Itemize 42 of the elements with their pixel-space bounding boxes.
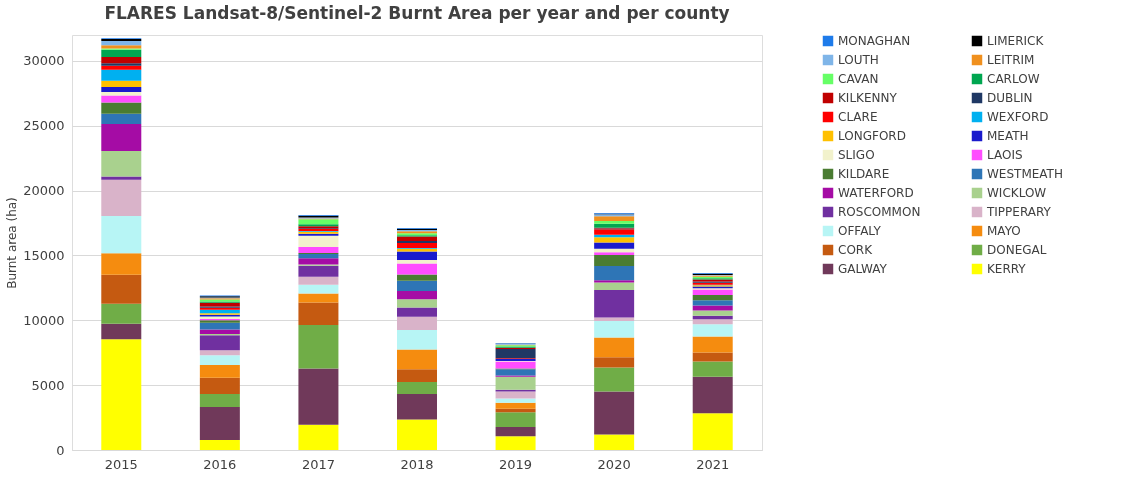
legend-label: GALWAY [838, 262, 888, 276]
legend-label: KERRY [987, 262, 1027, 276]
y-tick-label: 25000 [23, 118, 65, 134]
x-tick-label: 2018 [400, 456, 434, 472]
legend-label: CLARE [838, 110, 878, 124]
legend-label: LAOIS [987, 148, 1023, 162]
x-tick-label: 2019 [499, 456, 533, 472]
legend-label: LOUTH [838, 53, 879, 67]
legend-label: WEXFORD [987, 110, 1049, 124]
legend-label: LONGFORD [838, 129, 906, 143]
y-axis-title: Burnt area (ha) [5, 197, 20, 289]
x-tick-label: 2015 [104, 456, 138, 472]
legend-label: CORK [838, 243, 874, 257]
legend-label: LEITRIM [987, 53, 1035, 67]
legend-label: MONAGHAN [838, 34, 911, 48]
x-tick-label: 2016 [203, 456, 237, 472]
legend-label: LIMERICK [987, 34, 1045, 48]
x-tick-label: 2020 [597, 456, 631, 472]
legend-label: WESTMEATH [987, 167, 1063, 181]
y-tick-label: 15000 [23, 247, 65, 263]
y-tick-label: 20000 [23, 183, 65, 199]
legend-label: CARLOW [987, 72, 1040, 86]
legend-label: DONEGAL [987, 243, 1047, 257]
legend-label: DUBLIN [987, 91, 1033, 105]
legend-label: ROSCOMMON [838, 205, 921, 219]
legend-label: MAYO [987, 224, 1021, 238]
y-tick-label: 10000 [23, 312, 65, 328]
chart-title: FLARES Landsat-8/Sentinel-2 Burnt Area per year and per county [104, 3, 730, 23]
legend-label: OFFALY [838, 224, 882, 238]
legend-label: KILDARE [838, 167, 890, 181]
legend-label: WATERFORD [838, 186, 914, 200]
legend-label: WICKLOW [987, 186, 1047, 200]
legend-label: SLIGO [838, 148, 875, 162]
y-tick-label: 0 [56, 442, 65, 458]
legend-label: TIPPERARY [986, 205, 1052, 219]
y-tick-label: 30000 [23, 53, 65, 69]
legend-label: MEATH [987, 129, 1029, 143]
y-tick-label: 5000 [31, 377, 65, 393]
legend-label: KILKENNY [838, 91, 898, 105]
x-tick-label: 2021 [696, 456, 730, 472]
x-tick-label: 2017 [301, 456, 335, 472]
legend-label: CAVAN [838, 72, 879, 86]
